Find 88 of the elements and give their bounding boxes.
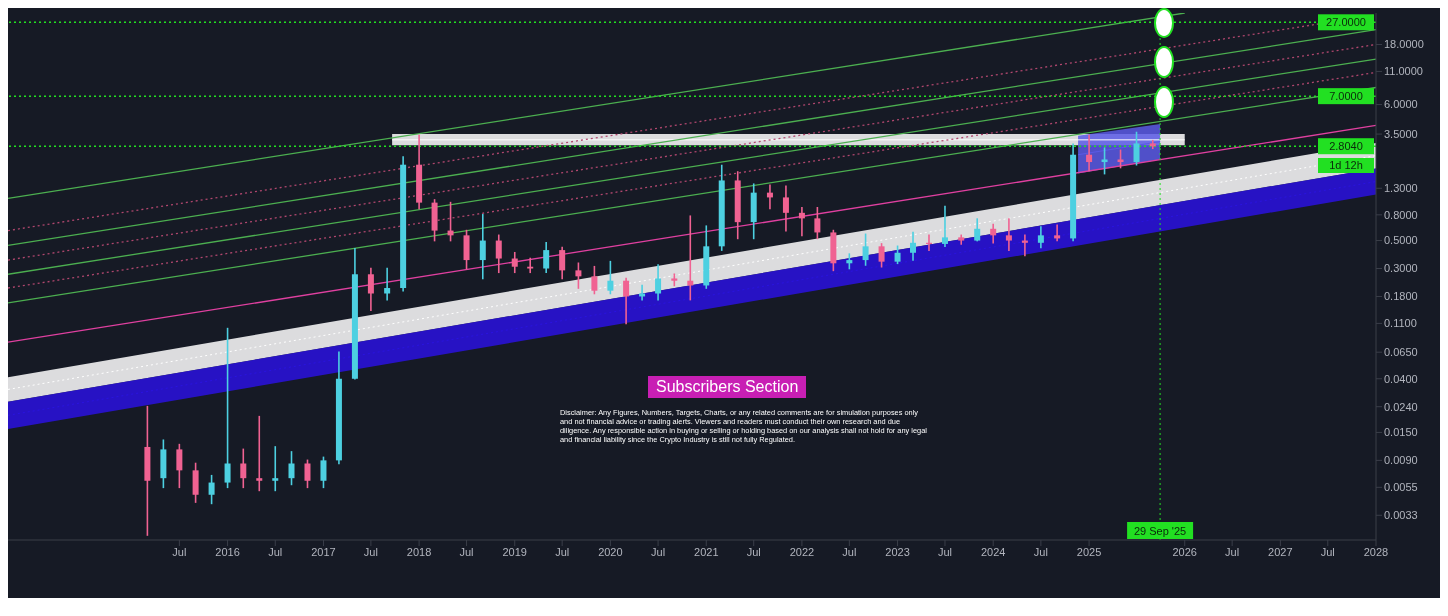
candlestick [814, 206, 821, 240]
candlestick [224, 327, 231, 489]
x-tick-label: Jul [937, 545, 953, 558]
y-tick-label: 0.1800 [1384, 290, 1418, 303]
candlestick [1133, 131, 1140, 166]
candlestick [479, 214, 486, 280]
x-tick-label: 2025 [1076, 545, 1102, 558]
candlestick [367, 267, 374, 312]
x-tick-label: Jul [172, 545, 187, 558]
x-tick-label: Jul [363, 545, 378, 558]
candlestick [878, 243, 885, 268]
x-tick-label: Jul [555, 545, 570, 558]
x-tick-label: 2024 [980, 545, 1006, 558]
ref-line-label: 7.0000 [1329, 90, 1363, 103]
candlestick [288, 451, 295, 486]
y-tick-label: 0.8000 [1384, 208, 1418, 221]
x-tick-label: Jul [268, 545, 283, 558]
y-tick-label: 11.0000 [1384, 65, 1423, 78]
x-tick-label: Jul [842, 545, 857, 558]
y-tick-label: 0.3000 [1384, 262, 1418, 275]
ref-line-label: 2.8040 [1329, 140, 1363, 153]
y-tick-label: 0.0055 [1384, 481, 1418, 494]
candlestick [623, 277, 630, 325]
candlestick [384, 267, 391, 301]
y-tick-label: 3.5000 [1384, 127, 1418, 140]
candlestick [862, 233, 869, 266]
candlestick [941, 205, 948, 248]
y-tick-label: 18.0000 [1384, 38, 1424, 51]
candlestick [495, 234, 502, 274]
x-tick-label: Jul [651, 545, 666, 558]
candlestick [1101, 147, 1108, 175]
candlestick [639, 284, 646, 301]
x-tick-label: 2017 [311, 545, 336, 558]
x-tick-label: Jul [1033, 545, 1048, 558]
candlestick [607, 260, 614, 295]
candlestick [575, 262, 582, 289]
candlestick [1037, 226, 1044, 249]
candlestick [304, 459, 311, 489]
candlestick [1149, 139, 1156, 150]
candlestick [591, 265, 598, 295]
candlestick [1086, 134, 1093, 172]
candlestick [782, 185, 789, 232]
x-tick-label: 2019 [502, 545, 527, 558]
x-tick-label: 2028 [1363, 545, 1389, 558]
candlestick [527, 257, 534, 274]
candlestick [974, 218, 981, 242]
candlestick [1005, 218, 1012, 251]
annotation: Subscribers Section [648, 376, 807, 398]
candlestick [208, 474, 215, 505]
x-tick-label: 2026 [1172, 545, 1197, 558]
candlestick [176, 443, 183, 489]
x-tick-label: 2022 [789, 545, 815, 558]
candlestick [272, 446, 279, 492]
y-tick-label: 6.0000 [1384, 98, 1418, 111]
y-tick-label: 0.0090 [1384, 454, 1418, 467]
ref-line-label: 29 Sep '25 [1133, 525, 1187, 537]
y-tick-label: 0.0150 [1384, 426, 1418, 439]
candlestick [256, 415, 263, 492]
candlestick [559, 246, 566, 280]
candlestick [910, 231, 917, 261]
y-tick-label: 0.0240 [1384, 400, 1418, 413]
candlestick [1054, 224, 1061, 242]
candlestick [511, 251, 518, 274]
y-tick-label: 0.0033 [1384, 509, 1418, 522]
annotation: 1d 12h [1318, 158, 1374, 173]
candlestick [1021, 234, 1028, 257]
y-tick-label: 0.0650 [1384, 346, 1418, 359]
x-tick-label: 2018 [406, 545, 432, 558]
candlestick [543, 241, 550, 274]
x-tick-label: Jul [1320, 545, 1335, 558]
ref-line-label: 27.0000 [1326, 16, 1366, 29]
x-tick-label: 2016 [215, 545, 240, 558]
candlestick [798, 206, 805, 237]
x-tick-label: 2027 [1268, 545, 1293, 558]
x-tick-label: 2023 [885, 545, 910, 558]
x-tick-label: Jul [746, 545, 761, 558]
y-tick-label: 0.0400 [1384, 372, 1418, 385]
x-tick-label: 2021 [694, 545, 719, 558]
candlestick [655, 264, 662, 301]
y-tick-label: 0.5000 [1384, 234, 1418, 247]
candlestick [240, 448, 247, 489]
y-tick-label: 1.3000 [1384, 182, 1418, 195]
x-tick-label: 2020 [598, 545, 623, 558]
x-tick-label: Jul [1225, 545, 1240, 558]
candlestick [320, 456, 327, 489]
y-tick-label: 0.1100 [1384, 317, 1417, 330]
candlestick [990, 223, 997, 244]
x-tick-label: Jul [459, 545, 474, 558]
